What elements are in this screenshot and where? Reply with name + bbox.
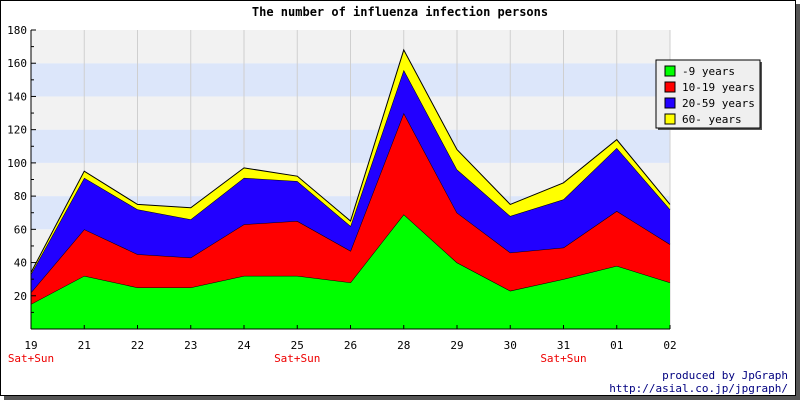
x-tick-label: 31 [557, 339, 570, 352]
y-tick-label: 20 [14, 290, 27, 303]
x-tick-label: 23 [184, 339, 197, 352]
x-tick-label: 22 [131, 339, 144, 352]
x-tick-label: 26 [344, 339, 357, 352]
legend-swatch-2 [664, 81, 676, 93]
chart-title: The number of influenza infection person… [252, 5, 548, 19]
y-tick-label: 180 [7, 24, 27, 37]
area-series-1 [31, 214, 670, 329]
weekend-label: Sat+Sun [8, 352, 54, 365]
legend-swatch-1 [664, 65, 676, 77]
credit-produced-by: produced by JpGraph [662, 369, 788, 382]
x-tick-label: 01 [610, 339, 623, 352]
area-series-4 [31, 49, 670, 275]
legend-swatch-4 [664, 113, 676, 125]
y-tick-label: 100 [7, 157, 27, 170]
x-tick-label: 19 [24, 339, 37, 352]
x-tick-label: 30 [504, 339, 517, 352]
legend-label-4: 60- years [682, 113, 742, 126]
legend-label-2: 10-19 years [682, 81, 755, 94]
y-tick-label: 140 [7, 90, 27, 103]
area-series-2 [31, 113, 670, 305]
weekend-label: Sat+Sun [274, 352, 320, 365]
x-tick-label: 25 [291, 339, 304, 352]
x-tick-label: 28 [397, 339, 410, 352]
y-tick-label: 60 [14, 223, 27, 236]
y-tick-label: 160 [7, 57, 27, 70]
x-tick-label: 24 [237, 339, 251, 352]
credit-url[interactable]: http://asial.co.jp/jpgraph/ [609, 382, 788, 395]
legend-label-1: -9 years [682, 65, 735, 78]
legend-swatch-3 [664, 97, 676, 109]
x-tick-label: 29 [450, 339, 463, 352]
x-tick-label: 21 [78, 339, 91, 352]
x-tick-label: 02 [663, 339, 676, 352]
area-series-3 [31, 69, 670, 293]
y-tick-label: 40 [14, 257, 27, 270]
y-tick-label: 80 [14, 190, 27, 203]
legend-label-3: 20-59 years [682, 97, 755, 110]
y-tick-label: 120 [7, 124, 27, 137]
series-line-4 [30, 48, 671, 273]
weekend-label: Sat+Sun [540, 352, 586, 365]
